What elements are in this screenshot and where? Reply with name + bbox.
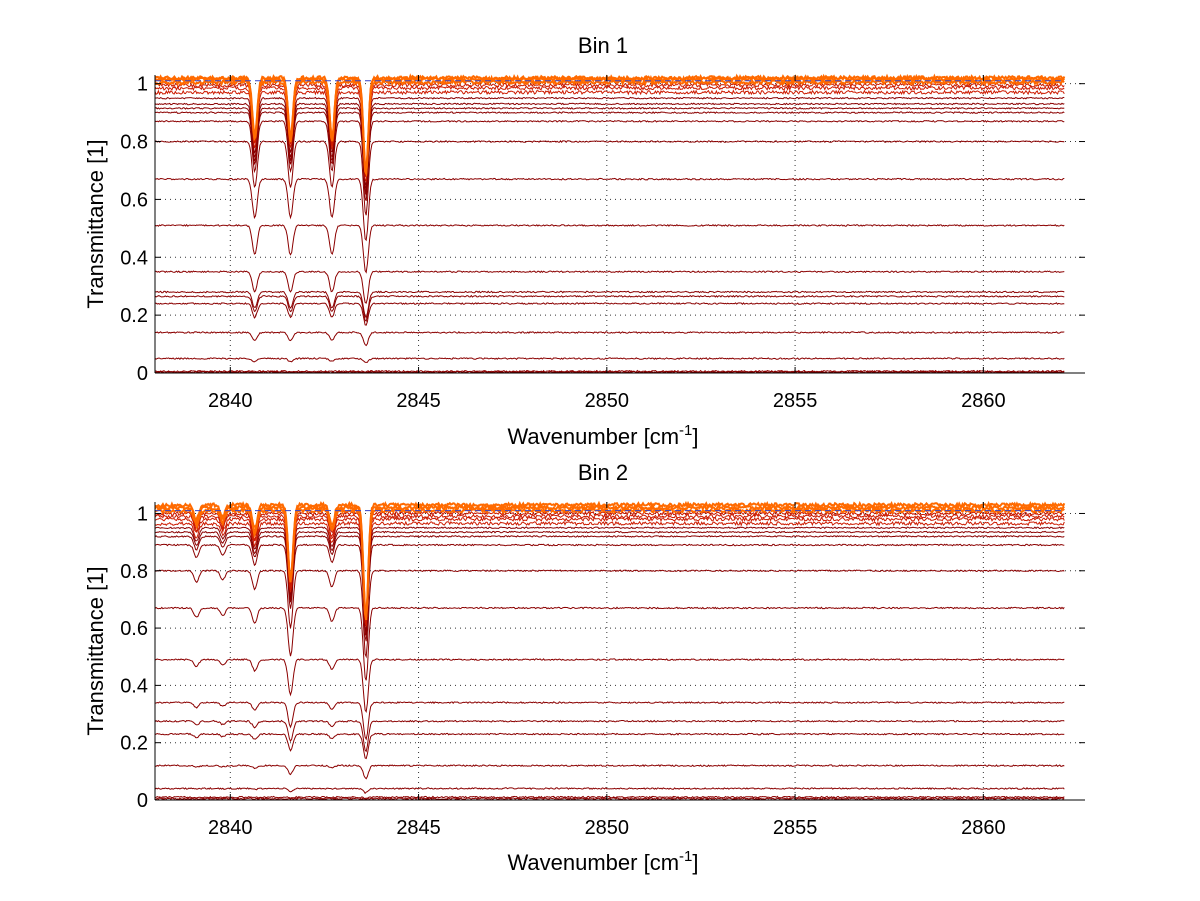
transmittance-series-line [155, 294, 1065, 322]
x-axis-label: Wavenumber [cm-1] [507, 848, 698, 875]
y-tick-label: 0.8 [120, 132, 148, 154]
x-tick-label: 2860 [961, 817, 1006, 839]
chart-panel-1: 2840 2845 2850 2855 2860 0 0.2 0.4 0.6 0.8 1 Bin 1 W… [83, 33, 1085, 449]
transmittance-series-line [155, 77, 1065, 178]
transmittance-series-line [155, 500, 1066, 618]
transmittance-series-line [155, 503, 1065, 618]
transmittance-series-line [155, 764, 1065, 780]
transmittance-series-line [155, 84, 1065, 177]
y-tick-label: 0.4 [120, 675, 148, 697]
transmittance-series-line [155, 543, 1065, 642]
transmittance-series-line [155, 102, 1065, 189]
transmittance-series-line [155, 331, 1065, 347]
transmittance-series-line [155, 223, 1065, 274]
transmittance-series-line [155, 526, 1065, 631]
y-tick-label: 0.2 [120, 733, 148, 755]
x-axis-label: Wavenumber [cm-1] [507, 422, 698, 449]
transmittance-series-line [155, 270, 1065, 304]
series-group [155, 73, 1066, 373]
transmittance-series-line [155, 606, 1065, 681]
chart-title: Bin 1 [578, 33, 628, 58]
x-tick-label: 2855 [773, 817, 818, 839]
transmittance-series-line [155, 795, 1065, 799]
x-tick-label: 2845 [396, 817, 441, 839]
x-tick-label: 2850 [585, 390, 630, 412]
y-tick-label: 0.2 [120, 305, 148, 327]
transmittance-series-line [155, 73, 1066, 172]
chart-panel-2: 2840 2845 2850 2855 2860 0 0.2 0.4 0.6 0.8 1 Bin 2 W… [83, 460, 1085, 875]
transmittance-series-line [155, 369, 1065, 373]
transmittance-series-line [155, 520, 1065, 627]
transmittance-series-line [155, 701, 1065, 741]
y-axis-label: Transmittance [1] [83, 566, 108, 735]
transmittance-series-line [155, 510, 1065, 621]
x-tick-label: 2840 [208, 817, 253, 839]
y-tick-label: 0 [137, 363, 148, 385]
y-tick-label: 1 [137, 503, 148, 525]
transmittance-series-line [155, 302, 1065, 326]
transmittance-series-line [155, 569, 1065, 659]
transmittance-series-line [155, 530, 1065, 633]
y-tick-label: 1 [137, 74, 148, 96]
transmittance-series-line [155, 797, 1065, 800]
transmittance-series-line [155, 89, 1065, 183]
y-tick-label: 0.4 [120, 247, 148, 269]
chart-title: Bin 2 [578, 460, 628, 485]
transmittance-series-line [155, 534, 1065, 636]
transmittance-series-line [155, 516, 1065, 627]
transmittance-series-line [155, 513, 1065, 623]
transmittance-series-line [155, 177, 1065, 242]
transmittance-series-line [155, 357, 1065, 363]
x-tick-label: 2840 [208, 390, 253, 412]
transmittance-series-line [155, 732, 1065, 760]
y-tick-label: 0.6 [120, 618, 148, 640]
y-tick-label: 0 [137, 790, 148, 812]
transmittance-series-line [155, 139, 1065, 216]
transmittance-series-line [155, 96, 1065, 186]
x-tick-label: 2855 [773, 390, 818, 412]
transmittance-series-line [155, 787, 1065, 795]
x-tick-label: 2850 [585, 817, 630, 839]
transmittance-series-line [155, 106, 1065, 193]
y-tick-label: 0.8 [120, 561, 148, 583]
x-tick-label: 2845 [396, 390, 441, 412]
transmittance-series-line [155, 719, 1065, 753]
y-axis-label: Transmittance [1] [83, 139, 108, 308]
transmittance-series-line [155, 119, 1065, 201]
transmittance-series-line [155, 290, 1065, 319]
y-tick-label: 0.6 [120, 189, 148, 211]
x-tick-label: 2860 [961, 390, 1006, 412]
transmittance-series-line [155, 111, 1065, 196]
transmittance-series-line [155, 658, 1065, 714]
